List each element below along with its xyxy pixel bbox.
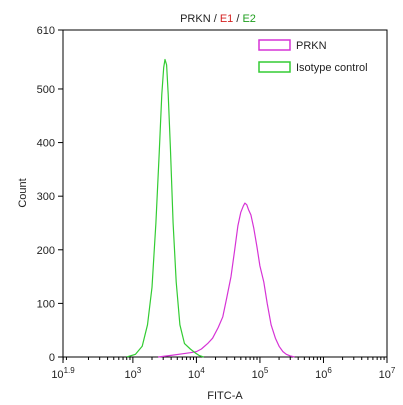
series-isotype-control-curve [126,58,204,358]
curves-layer [126,58,295,358]
y-tick-label: 300 [37,191,55,203]
legend-label: Isotype control [296,62,368,74]
x-tick-label: 106 [315,366,332,381]
legend: PRKN Isotype control [258,39,368,74]
y-tick-label: 400 [37,138,55,150]
y-tick-label: 200 [37,245,55,257]
y-tick-label: 610 [37,25,55,37]
title-part: E1 [220,13,233,25]
x-axis-title: FITC-A [207,390,243,402]
title-part: E2 [242,13,255,25]
title-part: PRKN [180,13,211,25]
title-part: / [233,13,242,25]
x-tick-label: 103 [125,366,142,381]
legend-label: PRKN [296,40,327,52]
title-part: / [211,13,220,25]
x-tick-label: 107 [379,366,396,381]
y-axis-title: Count [17,178,29,207]
legend-swatch [258,39,291,51]
legend-swatch [258,61,291,73]
x-tick-label: 104 [188,366,205,381]
x-axis: 101.9 103 104 105 106 107 [51,357,396,381]
x-tick-label: 105 [252,366,269,381]
y-tick-label: 0 [49,352,55,364]
chart-title: PRKN / E1 / E2 [180,13,256,25]
svg-text:PRKN / E1 / E2: PRKN / E1 / E2 [180,13,256,25]
plot-area [62,29,388,358]
series-prkn-curve [158,202,295,358]
y-axis: 0 100 200 300 400 500 610 [37,25,63,364]
y-tick-label: 100 [37,298,55,310]
x-tick-label: 101.9 [51,366,75,381]
y-tick-label: 500 [37,84,55,96]
